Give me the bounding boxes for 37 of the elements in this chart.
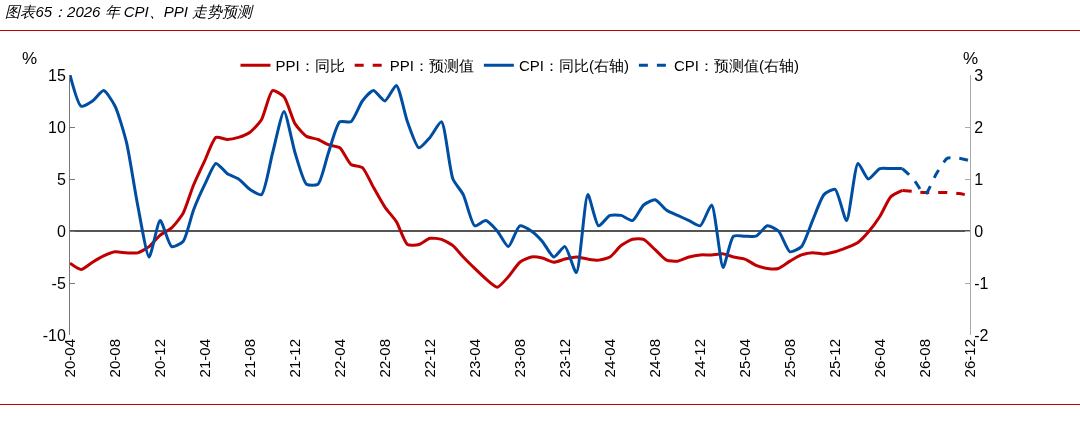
y-tick-label: 5 bbox=[56, 170, 66, 188]
y-tick-label: -5 bbox=[51, 274, 66, 292]
legend-label: PPI：同比 bbox=[275, 57, 345, 75]
x-tick-label: 23-12 bbox=[555, 339, 573, 378]
y-tick-label: 0 bbox=[56, 222, 66, 240]
y2-tick-label: 0 bbox=[974, 222, 984, 240]
x-tick-label: 21-04 bbox=[195, 339, 213, 378]
y2-tick-label: 2 bbox=[974, 118, 984, 136]
y2-tick-label: 1 bbox=[974, 170, 984, 188]
x-tick-label: 26-08 bbox=[915, 339, 933, 378]
x-tick-label: 22-04 bbox=[330, 339, 348, 378]
chart-title: 图表65：2026 年 CPI、PPI 走势预测 bbox=[5, 2, 255, 20]
y-tick-label: 10 bbox=[48, 118, 66, 136]
x-tick-label: 23-08 bbox=[510, 339, 528, 378]
x-tick-label: 25-08 bbox=[780, 339, 798, 378]
x-tick-label: 21-08 bbox=[240, 339, 258, 378]
y-axis-title: % bbox=[22, 49, 38, 68]
x-tick-label: 20-08 bbox=[105, 339, 123, 378]
legend-label: CPI：预测值(右轴) bbox=[673, 57, 799, 75]
y-tick-label: 15 bbox=[48, 66, 66, 84]
x-tick-label: 24-08 bbox=[645, 339, 663, 378]
x-tick-label: 24-12 bbox=[691, 339, 709, 378]
legend-label: CPI：同比(右轴) bbox=[518, 57, 629, 75]
y2-axis-title: % bbox=[963, 49, 979, 68]
y2-tick-label: -1 bbox=[974, 274, 989, 292]
x-tick-label: 25-12 bbox=[825, 339, 843, 378]
legend-label: PPI：预测值 bbox=[389, 57, 474, 75]
x-tick-label: 23-04 bbox=[465, 339, 483, 378]
y2-tick-label: 3 bbox=[974, 66, 984, 84]
x-tick-label: 25-04 bbox=[735, 339, 753, 378]
x-tick-label: 20-12 bbox=[151, 339, 169, 378]
x-tick-label: 22-08 bbox=[375, 339, 393, 378]
y-tick-label: -10 bbox=[42, 326, 66, 344]
x-tick-label: 21-12 bbox=[285, 339, 303, 378]
x-tick-label: 26-04 bbox=[870, 339, 888, 378]
x-tick-label: 22-12 bbox=[420, 339, 438, 378]
x-tick-label: 24-04 bbox=[600, 339, 618, 378]
